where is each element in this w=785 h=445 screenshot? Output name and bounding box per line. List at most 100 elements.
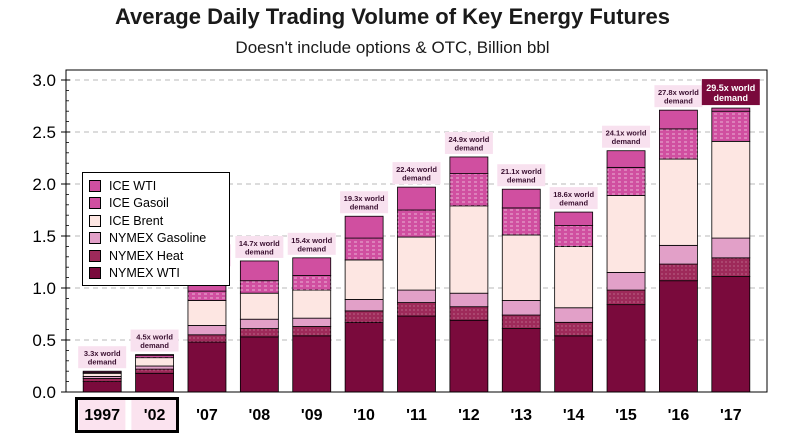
highlighted-years-frame (75, 397, 179, 433)
bar-segment (554, 245, 594, 309)
bar-segment (711, 140, 751, 239)
highlight-category-bg (131, 398, 178, 430)
data-label: 4.5x world (136, 333, 173, 342)
data-label-bg (701, 79, 760, 106)
x-tick-label: '17 (720, 407, 742, 424)
bar-segment-pattern (607, 167, 646, 196)
data-label-bg (235, 235, 284, 258)
legend-label: NYMEX Gasoline (109, 231, 207, 246)
legend-swatch-nymex-wti (89, 267, 101, 280)
bar-segment (239, 336, 279, 393)
data-label: 14.7x world (239, 239, 280, 248)
legend-label: ICE Brent (109, 213, 164, 228)
bar-segment-pattern (135, 355, 174, 358)
bar-segment-pattern (449, 306, 488, 321)
data-label-bg (549, 187, 598, 210)
bar-segment (711, 237, 751, 259)
bar-segment (239, 318, 279, 329)
x-tick-label: 1997 (84, 407, 120, 424)
bar-segment (397, 315, 436, 393)
bar-segment-pattern (554, 225, 593, 247)
bar-segment-pattern (554, 322, 593, 336)
bar-segment (449, 319, 489, 393)
bar-segment (711, 276, 751, 393)
legend-swatch-ice-wti (89, 179, 101, 192)
data-label: demand (88, 358, 117, 367)
data-label: 29.5x world (706, 83, 755, 93)
bar-segment (449, 205, 489, 294)
bar-segment-pattern (240, 280, 279, 294)
bar-segment (292, 317, 332, 327)
x-tick-label: '07 (196, 407, 218, 424)
data-label: 3.3x world (84, 349, 121, 358)
legend-item: NYMEX Heat (89, 247, 229, 265)
bar-segment-pattern (607, 290, 646, 305)
y-tick-label: 2.0 (32, 175, 56, 194)
bar-segment-pattern (135, 369, 174, 374)
bar-segment (292, 257, 332, 276)
bar-segment (659, 244, 698, 265)
x-tick-label: '16 (668, 407, 690, 424)
data-label-bg (602, 125, 651, 148)
x-tick-label: '14 (563, 407, 585, 424)
bar-segment (82, 370, 122, 373)
data-label-bg (130, 329, 179, 352)
chart-legend: ICE WTI ICE Gasoil ICE Brent NYMEX Gasol… (82, 172, 230, 286)
bar-segment-pattern (292, 275, 331, 291)
bar-segment (449, 292, 489, 308)
highlight-category-bg (79, 398, 126, 430)
bar-segment-pattern (345, 310, 384, 323)
legend-item: ICE Brent (89, 212, 229, 230)
bar-segment (659, 280, 698, 393)
data-label: 24.1x world (606, 129, 647, 138)
legend-label: ICE Gasoil (109, 196, 169, 211)
bar-segment (606, 271, 646, 291)
bar-segment (82, 381, 122, 393)
chart-subtitle: Doesn't include options & OTC, Billion b… (235, 38, 550, 57)
data-label: demand (140, 341, 169, 350)
bar-segment (606, 150, 646, 168)
data-label: demand (559, 199, 588, 208)
bar-segment (135, 365, 174, 370)
data-label: 19.3x world (344, 194, 385, 203)
bar-segment (292, 289, 332, 319)
data-label: 22.4x world (396, 165, 437, 174)
legend-swatch-nymex-gasoline (89, 232, 101, 245)
bar-segment-pattern (397, 210, 436, 238)
legend-swatch-ice-brent (89, 214, 101, 227)
bar-segment (659, 109, 698, 130)
data-label: demand (350, 203, 379, 212)
bar-segment (501, 328, 541, 393)
bar-segment (292, 335, 332, 393)
bar-segment-pattern (659, 128, 698, 160)
bar-segment (344, 299, 384, 312)
data-label: demand (714, 93, 749, 103)
data-label: demand (402, 174, 431, 183)
bar-segment (135, 354, 174, 356)
bar-segment-pattern (659, 264, 698, 281)
bar-segment (397, 186, 436, 211)
bar-segment (187, 300, 227, 326)
bar-segment (344, 321, 384, 393)
bar-segment (501, 188, 541, 209)
bar-segment (711, 107, 751, 112)
x-tick-label: '13 (510, 407, 532, 424)
legend-label: ICE WTI (109, 178, 157, 193)
y-tick-label: 1.0 (32, 279, 56, 298)
bar-segment (554, 335, 594, 393)
x-tick-label: '11 (406, 407, 427, 424)
data-label: 18.6x world (553, 190, 594, 199)
legend-label: NYMEX WTI (109, 266, 180, 281)
y-tick-label: 0.5 (32, 331, 56, 350)
bar-segment-pattern (187, 291, 226, 301)
bar-segment (501, 234, 541, 301)
bar-segment-pattern (83, 378, 122, 382)
bar-segment-pattern (345, 238, 384, 260)
bar-segment-pattern (240, 328, 279, 337)
bar-segment-pattern (187, 334, 226, 343)
bar-segment-pattern (711, 111, 750, 142)
legend-item: NYMEX WTI (89, 265, 229, 283)
bar-segment (135, 357, 174, 367)
bar-segment (239, 292, 279, 320)
